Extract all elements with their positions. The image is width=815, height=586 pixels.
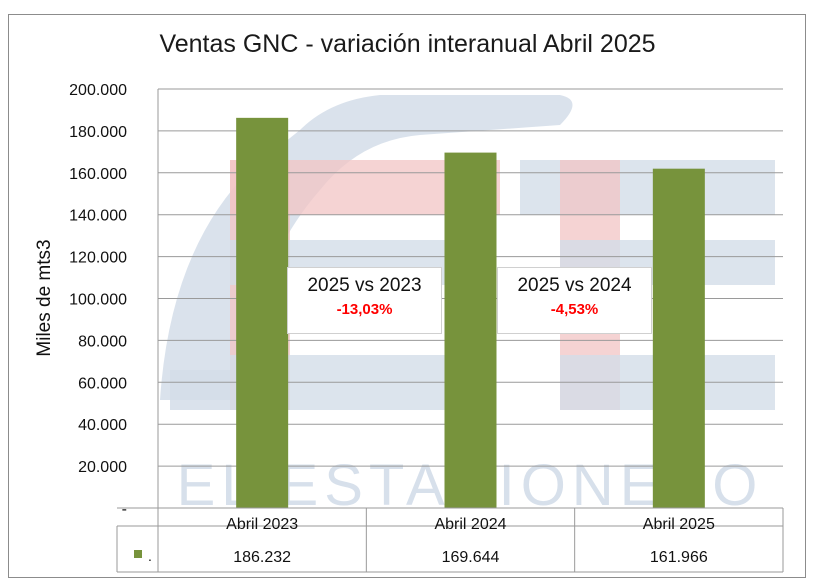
data-table-value: 169.644: [442, 549, 500, 566]
callout-2025-vs-2023: 2025 vs 2023 -13,03%: [287, 267, 442, 334]
callout-value: -13,03%: [336, 301, 393, 318]
y-tick-label: 180.000: [69, 124, 127, 141]
y-tick-label: 60.000: [78, 375, 127, 392]
data-table-value: 161.966: [650, 549, 708, 566]
chart-title: Ventas GNC - variación interanual Abril …: [159, 30, 656, 58]
bar-abril-2023: [236, 117, 289, 508]
data-table: Abril 2023 186.232 Abril 2024 169.644 Abril …: [116, 507, 784, 573]
y-axis-tick-labels: - 20.000 40.000 60.000 80.000 100.000 120.000 1…: [69, 82, 127, 518]
y-tick-label: 40.000: [78, 417, 127, 434]
callout-label: 2025 vs 2023: [307, 275, 422, 296]
y-tick-label: 120.000: [69, 250, 127, 267]
bar-abril-2024: [444, 152, 497, 508]
data-table-value: 186.232: [233, 549, 291, 566]
y-tick-label: 80.000: [78, 333, 127, 350]
x-category-label: Abril 2024: [434, 516, 506, 533]
callout-value: -4,53%: [550, 301, 599, 318]
callout-2025-vs-2024: 2025 vs 2024 -4,53%: [497, 267, 652, 334]
x-category-label: Abril 2025: [643, 516, 715, 533]
y-tick-label: 20.000: [78, 459, 127, 476]
y-tick-label: -: [122, 501, 127, 518]
y-axis-label: Miles de mts3: [34, 239, 55, 356]
legend-series-name: .: [148, 548, 152, 564]
legend-swatch: [134, 550, 142, 558]
bars: [236, 117, 705, 509]
x-category-label: Abril 2023: [226, 516, 298, 533]
y-tick-label: 140.000: [69, 208, 127, 225]
y-tick-label: 100.000: [69, 292, 127, 309]
callout-label: 2025 vs 2024: [517, 275, 632, 296]
y-tick-label: 160.000: [69, 166, 127, 183]
bar-abril-2025: [652, 168, 705, 509]
y-tick-label: 200.000: [69, 82, 127, 99]
